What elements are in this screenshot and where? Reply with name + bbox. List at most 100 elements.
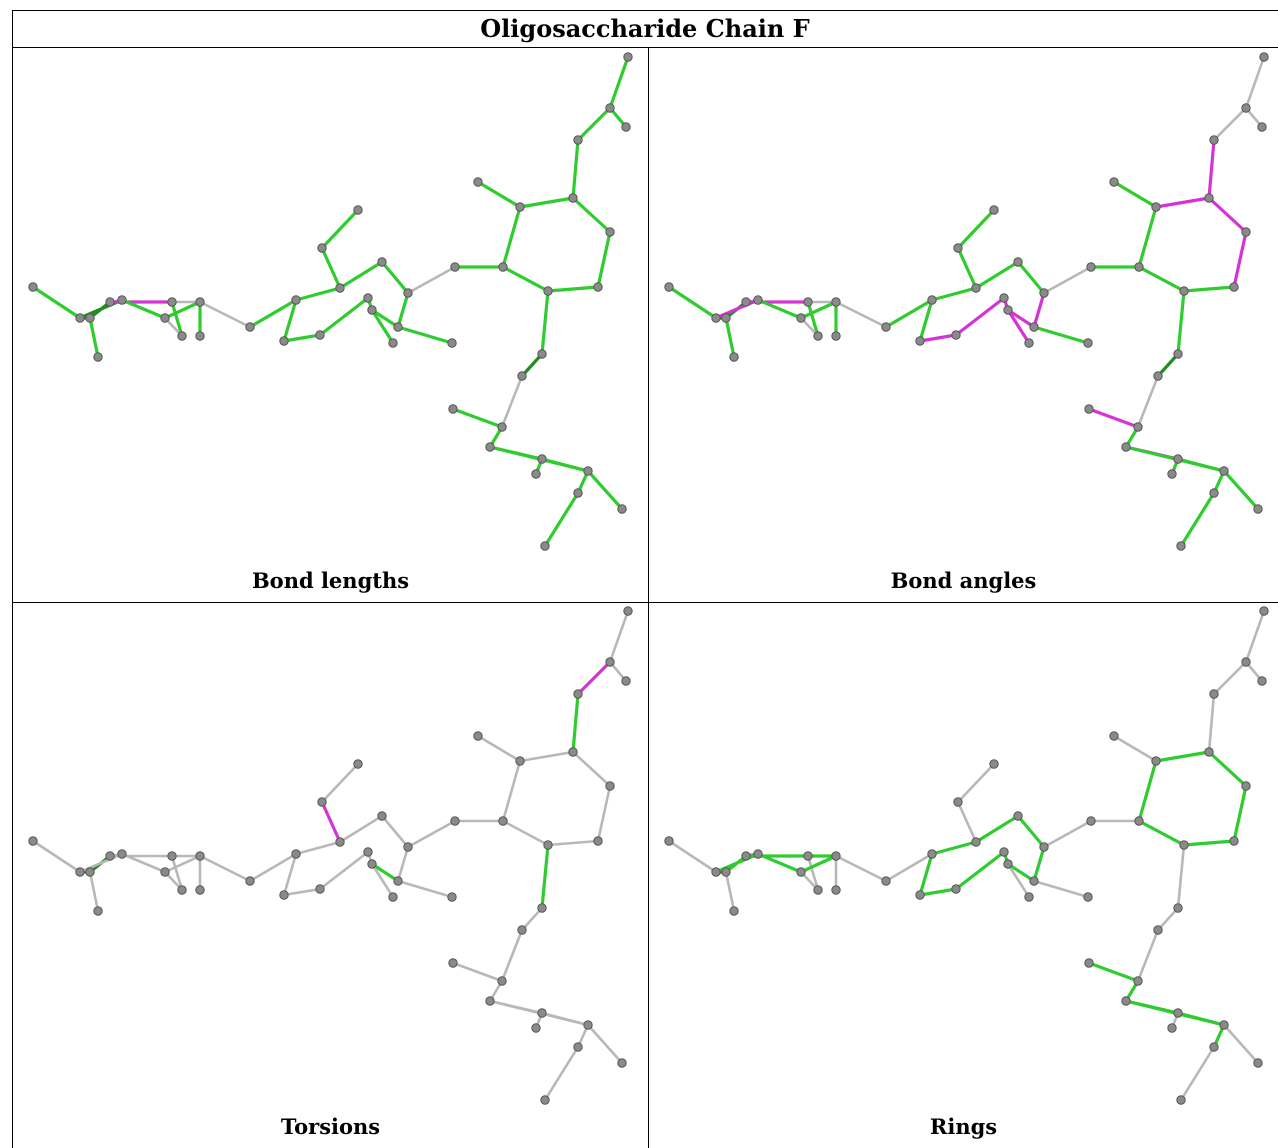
atom-18 — [1014, 258, 1022, 266]
atom-39 — [498, 977, 506, 985]
atom-32 — [1180, 287, 1188, 295]
bond-plain-34 — [598, 786, 610, 841]
atom-22 — [394, 877, 402, 885]
atom-19 — [404, 289, 412, 297]
atom-16 — [354, 206, 362, 214]
atom-43 — [1168, 470, 1176, 478]
atom-15 — [336, 838, 344, 846]
atom-44 — [584, 1021, 592, 1029]
atom-10 — [196, 886, 204, 894]
atom-13 — [280, 337, 288, 345]
atom-26 — [499, 817, 507, 825]
atom-17 — [954, 244, 962, 252]
atom-24 — [1084, 339, 1092, 347]
atom-12 — [292, 850, 300, 858]
atom-12 — [928, 296, 936, 304]
bond-green-26 — [372, 310, 393, 343]
atom-3 — [106, 852, 114, 860]
atom-15 — [972, 284, 980, 292]
bond-green-34 — [1234, 786, 1246, 841]
atom-1 — [712, 314, 720, 322]
bond-green-44 — [1089, 963, 1138, 981]
bond-green-30 — [1139, 761, 1156, 821]
figure-title: Oligosaccharide Chain F — [480, 14, 809, 43]
bond-plain-50 — [1224, 1025, 1258, 1063]
bond-plain-37 — [1209, 694, 1214, 752]
atom-14 — [316, 885, 324, 893]
atom-34 — [606, 658, 614, 666]
bond-plain-35 — [548, 841, 598, 845]
atom-4 — [118, 296, 126, 304]
bond-magenta-33 — [1209, 198, 1246, 232]
bond-green-20 — [1034, 847, 1044, 881]
bond-green-22 — [976, 262, 1018, 288]
bond-plain-13 — [200, 302, 250, 327]
atom-35 — [624, 53, 632, 61]
atom-9 — [814, 886, 822, 894]
bond-green-51 — [545, 493, 578, 546]
atom-10 — [832, 886, 840, 894]
bond-green-17 — [956, 852, 1004, 889]
bond-magenta-38 — [578, 662, 610, 694]
atom-13 — [916, 891, 924, 899]
atom-6 — [168, 852, 176, 860]
bond-green-31 — [478, 182, 520, 207]
atom-11 — [246, 323, 254, 331]
atom-45 — [1210, 1043, 1218, 1051]
bond-plain-13 — [836, 302, 886, 327]
atom-7 — [797, 314, 805, 322]
bond-green-34 — [598, 232, 610, 287]
bond-magenta-44 — [1089, 409, 1138, 427]
bond-green-35 — [1184, 841, 1234, 845]
bond-plain-0 — [669, 841, 716, 872]
bond-plain-33 — [573, 752, 610, 786]
atom-24 — [1084, 893, 1092, 901]
atom-28 — [1110, 732, 1118, 740]
bond-magenta-26 — [1008, 310, 1029, 343]
atom-16 — [990, 760, 998, 768]
atom-29 — [569, 748, 577, 756]
atom-2 — [722, 868, 730, 876]
atom-42 — [1174, 1009, 1182, 1017]
atom-19 — [404, 843, 412, 851]
bond-green-25 — [958, 210, 994, 248]
atom-18 — [378, 258, 386, 266]
bond-plain-51 — [1181, 1047, 1214, 1100]
bond-green-27 — [398, 327, 452, 343]
bond-plain-27 — [398, 881, 452, 897]
molecule-view-torsions — [13, 603, 648, 1148]
atom-41 — [486, 443, 494, 451]
atom-2 — [86, 868, 94, 876]
caption-bond-angles: Bond angles — [649, 568, 1278, 593]
atom-41 — [486, 997, 494, 1005]
bond-green-35 — [548, 287, 598, 291]
bond-green-23 — [932, 842, 976, 854]
atom-42 — [538, 1009, 546, 1017]
bond-green-21 — [1018, 262, 1044, 293]
bond-magenta-20 — [1034, 293, 1044, 327]
bond-plain-26 — [1008, 864, 1029, 897]
atom-14 — [952, 885, 960, 893]
atom-46 — [1254, 505, 1262, 513]
bond-plain-13 — [200, 856, 250, 881]
atom-1 — [76, 314, 84, 322]
atom-31 — [594, 283, 602, 291]
atom-1 — [712, 868, 720, 876]
atom-31 — [1230, 837, 1238, 845]
atom-22 — [1030, 877, 1038, 885]
atom-6 — [168, 298, 176, 306]
atom-32 — [1180, 841, 1188, 849]
bond-green-33 — [1209, 752, 1246, 786]
bond-plain-44 — [453, 963, 502, 981]
atom-47 — [541, 542, 549, 550]
bond-plain-22 — [340, 816, 382, 842]
atom-36 — [1258, 123, 1266, 131]
bond-green-39 — [610, 57, 628, 108]
bond-plain-30 — [503, 761, 520, 821]
molecule-view-bond-lengths — [13, 49, 648, 602]
atom-23 — [389, 893, 397, 901]
atom-45 — [574, 489, 582, 497]
atom-18 — [1014, 812, 1022, 820]
atom-13 — [280, 891, 288, 899]
atom-8 — [196, 298, 204, 306]
